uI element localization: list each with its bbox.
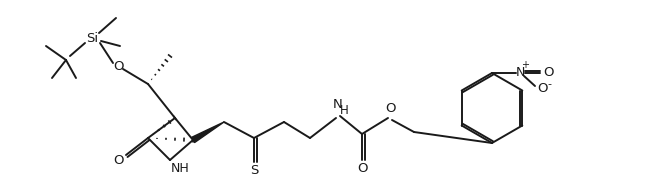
Text: S: S [250,164,258,178]
Text: O: O [113,155,123,167]
Text: Si: Si [86,31,98,45]
Text: O: O [357,162,367,176]
Text: NH: NH [171,162,189,174]
Text: -: - [547,79,551,89]
Text: O: O [113,59,123,72]
Text: O: O [385,102,395,116]
Text: O: O [542,66,554,79]
Text: +: + [521,60,529,70]
Text: O: O [537,82,547,95]
Text: N: N [515,66,525,79]
Text: N: N [333,98,343,111]
Text: H: H [340,103,348,116]
Polygon shape [192,122,224,143]
